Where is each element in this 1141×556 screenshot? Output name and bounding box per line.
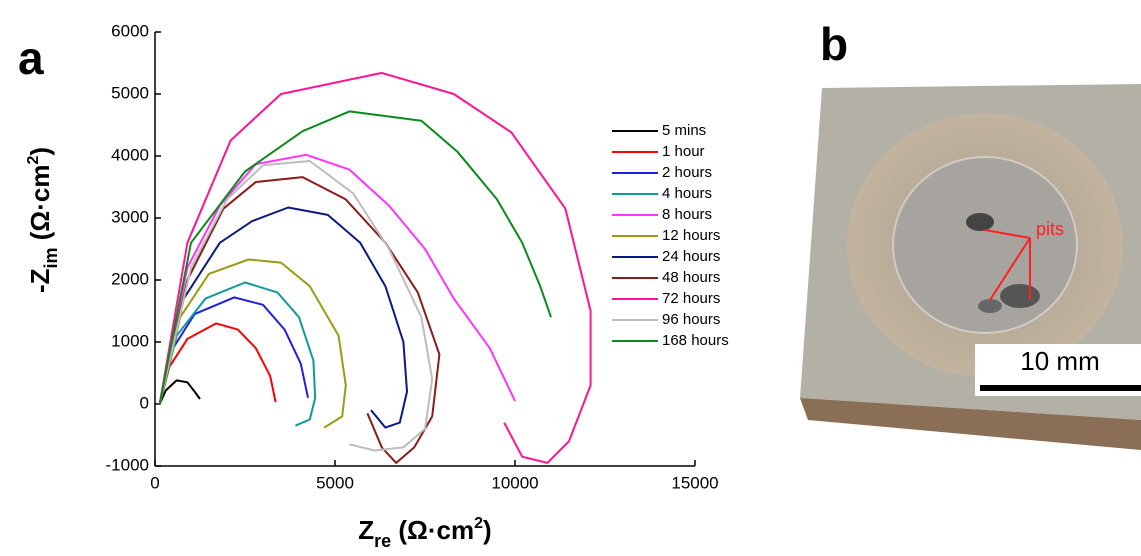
series-line <box>158 322 277 405</box>
ylabel-part: im <box>41 247 61 268</box>
panel-label: b <box>820 18 848 70</box>
legend-label: 4 hours <box>662 185 712 202</box>
legend-label: 8 hours <box>662 206 712 223</box>
y-tick-label: 5000 <box>111 83 149 102</box>
x-tick-label: 5000 <box>316 473 354 492</box>
legend-label: 72 hours <box>662 290 720 307</box>
legend-label: 96 hours <box>662 311 720 328</box>
series-line <box>158 110 552 405</box>
ylabel-part: -Z <box>25 268 55 293</box>
xlabel-part: Z <box>358 515 374 545</box>
pit <box>978 299 1002 313</box>
legend-label: 5 mins <box>662 122 706 139</box>
scale-bar <box>980 385 1141 391</box>
annotation: pits <box>1036 219 1064 239</box>
series-line <box>158 71 592 464</box>
x-tick-label: 10000 <box>491 473 538 492</box>
y-tick-label: 1000 <box>111 331 149 350</box>
pit <box>1000 284 1040 308</box>
x-tick-label: 15000 <box>671 473 718 492</box>
xlabel-part: re <box>374 531 391 551</box>
series-line <box>158 296 309 405</box>
ylabel-part: ) <box>25 147 55 156</box>
ylabel-part: (Ω·cm <box>25 165 55 248</box>
series-line <box>158 206 408 429</box>
x-tick-label: 0 <box>150 473 159 492</box>
panel-label: a <box>18 32 44 84</box>
xlabel: Zre (Ω·cm2) <box>358 515 491 551</box>
photo: pits 10 mm <box>800 84 1141 450</box>
y-tick-label: 4000 <box>111 145 149 164</box>
series-line <box>158 153 516 405</box>
series-line <box>158 281 317 427</box>
y-tick-label: -1000 <box>106 455 149 474</box>
pit <box>966 213 994 231</box>
y-tick-label: 0 <box>140 393 149 412</box>
y-tick-label: 3000 <box>111 207 149 226</box>
y-tick-label: 6000 <box>111 21 149 40</box>
legend-label: 168 hours <box>662 332 729 349</box>
ylabel: -Zim (Ω·cm2) <box>25 147 61 293</box>
xlabel-part: 2 <box>474 515 483 532</box>
xlabel-part: ) <box>483 515 492 545</box>
series-line <box>158 379 201 405</box>
pointer <box>989 237 1031 301</box>
xlabel-part: (Ω·cm <box>391 515 474 545</box>
legend-label: 2 hours <box>662 164 712 181</box>
legend-label: 12 hours <box>662 227 720 244</box>
sample-edge <box>800 398 1141 450</box>
legend-label: 1 hour <box>662 143 705 160</box>
ylabel-part: 2 <box>25 156 42 165</box>
pointer <box>984 229 1031 239</box>
legend-label: 48 hours <box>662 269 720 286</box>
series-line <box>158 160 434 452</box>
legend-label: 24 hours <box>662 248 720 265</box>
y-tick-label: 2000 <box>111 269 149 288</box>
scale-bar-label: 10 mm <box>1020 346 1099 376</box>
series-line <box>158 258 347 429</box>
series-line <box>158 176 441 464</box>
